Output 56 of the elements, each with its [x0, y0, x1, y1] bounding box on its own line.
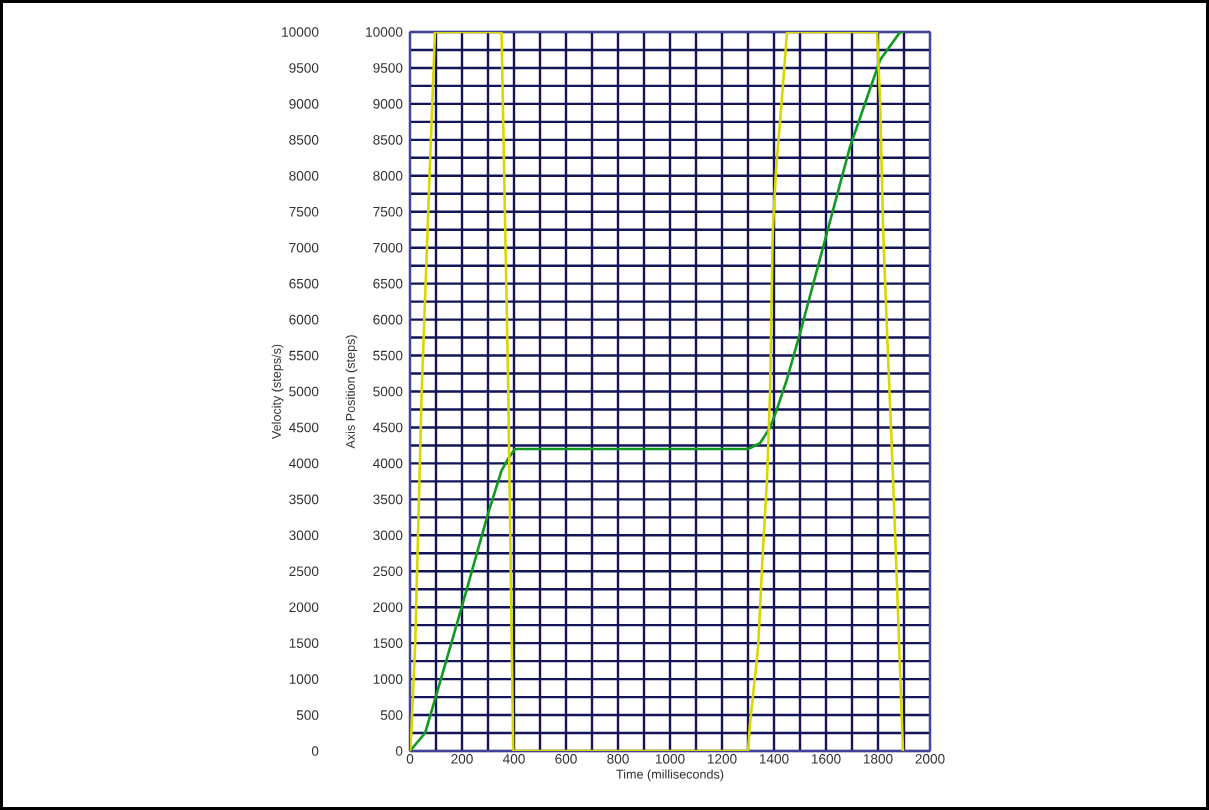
y-tick-label: 3000	[289, 530, 319, 541]
x-tick-label: 1600	[811, 754, 841, 764]
y2-tick-label: 4500	[373, 422, 403, 433]
y-axis-title: Velocity (steps/s)	[271, 344, 284, 440]
y2-tick-label: 5000	[373, 386, 403, 397]
x-tick-label: 2000	[915, 754, 945, 764]
y2-tick-label: 9500	[373, 63, 403, 73]
x-tick-label: 400	[502, 754, 525, 764]
y-tick-label: 4500	[289, 422, 319, 433]
y2-tick-label: 10000	[366, 27, 403, 37]
y2-tick-label: 2500	[373, 566, 403, 577]
y-tick-label: 4000	[289, 458, 319, 469]
y-tick-label: 6500	[289, 278, 319, 289]
x-axis-title: Time (milliseconds)	[616, 769, 724, 782]
y-tick-label: 9000	[289, 99, 319, 109]
y2-tick-label: 4000	[373, 458, 403, 469]
y-tick-label: 8000	[289, 170, 319, 181]
y2-tick-label: 1000	[373, 674, 403, 684]
y2-tick-label: 7500	[373, 206, 403, 217]
y-tick-label: 2500	[289, 566, 319, 577]
y2-tick-label: 9000	[373, 99, 403, 109]
y2-axis-title: Axis Position (steps)	[345, 335, 358, 449]
x-tick-label: 1400	[759, 754, 789, 764]
y-tick-label: 500	[296, 710, 319, 720]
y-tick-label: 10000	[282, 27, 319, 37]
y-tick-label: 6000	[289, 314, 319, 325]
x-tick-label: 800	[607, 754, 629, 764]
y2-tick-label: 7000	[373, 242, 403, 253]
y-tick-label: 0	[311, 746, 319, 756]
y2-tick-label: 3000	[373, 530, 403, 541]
y2-tick-label: 2000	[373, 602, 403, 613]
y2-tick-label: 1500	[373, 638, 403, 648]
y2-tick-label: 8500	[373, 135, 403, 145]
y-tick-label: 7000	[289, 242, 319, 253]
y2-tick-label: 6000	[373, 314, 403, 325]
y-tick-label: 2000	[289, 602, 319, 613]
y2-tick-label: 500	[380, 710, 403, 720]
y2-tick-label: 3500	[373, 494, 403, 505]
y-tick-label: 7500	[289, 206, 319, 217]
y2-tick-label: 6500	[373, 278, 403, 289]
y-tick-label: 9500	[289, 63, 319, 73]
y-tick-label: 5500	[289, 350, 319, 361]
y2-tick-label: 8000	[373, 170, 403, 181]
y-tick-label: 1500	[289, 638, 319, 648]
y2-tick-label: 5500	[373, 350, 403, 361]
y-tick-label: 5000	[289, 386, 319, 397]
x-tick-label: 1800	[863, 754, 893, 764]
x-tick-label: 1000	[655, 754, 685, 764]
x-tick-label: 600	[555, 754, 577, 764]
y-tick-label: 1000	[289, 674, 319, 684]
y2-tick-label: 0	[395, 746, 403, 756]
x-tick-label: 0	[406, 754, 414, 764]
y-tick-label: 8500	[289, 135, 319, 145]
x-tick-label: 1200	[707, 754, 737, 764]
x-tick-label: 200	[451, 754, 473, 764]
y-tick-label: 3500	[289, 494, 319, 505]
